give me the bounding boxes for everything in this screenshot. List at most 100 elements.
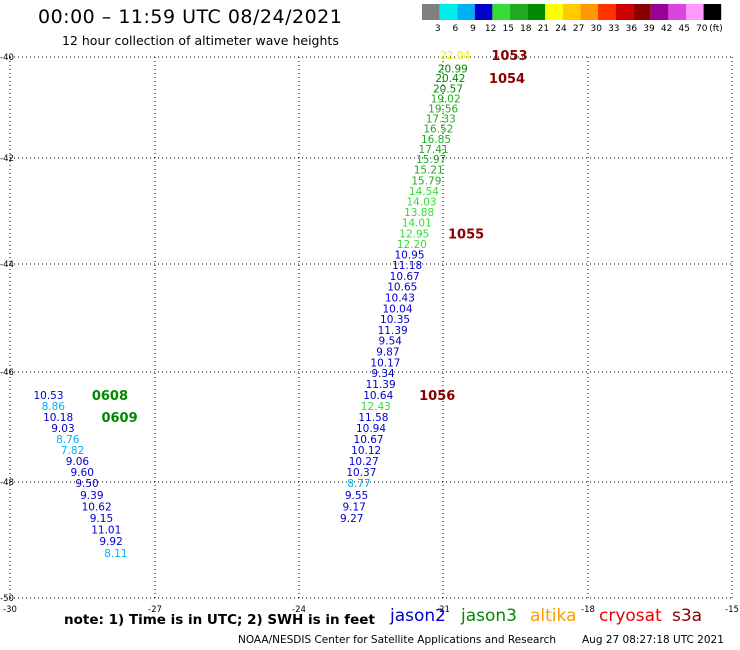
swh-point-label: 8.77 — [347, 478, 370, 490]
units-note: note: 1) Time is in UTC; 2) SWH is in fe… — [64, 612, 375, 628]
color-scale-legend: 3 6 9 12 15 18 21 24 27 30 33 36 39 42 45 70 (ft) — [422, 4, 723, 34]
satellite-label-altika: altika — [530, 606, 577, 626]
swh-point-label: 17.33 — [426, 114, 456, 126]
swh-point-label: 11.39 — [366, 379, 396, 391]
legend-swatch — [492, 4, 510, 20]
swh-point-label: 20.42 — [435, 73, 465, 85]
satellite-label-cryosat: cryosat — [599, 606, 662, 626]
swh-point-label: 10.04 — [382, 303, 412, 315]
time-label: 0608 — [92, 389, 128, 404]
swh-point-label: 9.27 — [340, 513, 363, 525]
x-tick-label: -30 — [3, 605, 17, 615]
swh-point-label: 10.65 — [387, 282, 417, 294]
swh-point-label: 9.55 — [345, 490, 368, 502]
y-tick-label: -48 — [0, 478, 14, 488]
legend-label: 39 — [643, 24, 655, 34]
swh-point-label: 22.04 — [440, 50, 470, 62]
swh-point-label: 11.18 — [392, 260, 422, 272]
y-tick-label: -42 — [0, 154, 14, 164]
legend-swatch — [633, 4, 651, 20]
legend-label: 15 — [502, 24, 513, 34]
legend-label: 3 — [435, 24, 441, 34]
time-label: 0609 — [101, 411, 137, 426]
swh-point-label: 10.27 — [349, 456, 379, 468]
legend-swatch — [457, 4, 475, 20]
legend-label: 45 — [678, 24, 689, 34]
footer-timestamp: Aug 27 08:27:18 UTC 2021 — [582, 634, 724, 646]
swh-point-label: 16.85 — [421, 134, 451, 146]
legend-label: 6 — [453, 24, 459, 34]
legend-label: 33 — [608, 24, 619, 34]
satellite-label-jason2: jason2 — [390, 606, 446, 626]
legend-swatch — [598, 4, 616, 20]
swh-point-label: 10.17 — [370, 357, 400, 369]
time-label: 1055 — [448, 227, 484, 242]
swh-point-label: 9.87 — [376, 346, 399, 358]
swh-point-label: 10.62 — [82, 501, 112, 513]
y-tick-label: -46 — [0, 368, 14, 378]
legend-swatch — [562, 4, 581, 20]
legend-swatch — [545, 4, 563, 20]
time-label: 1056 — [419, 389, 455, 404]
legend-label: 12 — [485, 24, 496, 34]
swh-point-label: 10.12 — [351, 445, 381, 457]
swh-point-label: 8.11 — [104, 548, 127, 560]
swh-point-label: 11.01 — [91, 525, 121, 537]
swh-point-label: 10.64 — [363, 390, 393, 402]
swh-point-label: 20.99 — [438, 64, 468, 76]
swh-point-label: 9.54 — [379, 336, 403, 348]
legend-swatch — [422, 4, 440, 20]
swh-point-label: 13.88 — [404, 207, 434, 219]
legend-swatch — [527, 4, 546, 20]
swh-point-label: 9.50 — [75, 478, 98, 490]
swh-point-label: 19.56 — [428, 104, 458, 116]
swh-point-label: 12.20 — [397, 239, 427, 251]
satellite-label-jason3: jason3 — [461, 606, 517, 626]
legend-swatch — [615, 4, 634, 20]
swh-point-label: 10.53 — [33, 390, 63, 402]
satellite-label-s3a: s3a — [672, 606, 703, 626]
time-label: 1053 — [491, 49, 527, 64]
legend-swatch — [650, 4, 669, 20]
legend-label: 70 — [696, 24, 708, 34]
swh-point-label: 12.95 — [399, 228, 429, 240]
swh-point-label: 15.97 — [416, 154, 446, 166]
swh-point-label: 9.39 — [80, 490, 103, 502]
swh-point-label: 10.37 — [346, 467, 376, 479]
x-tick-label: -15 — [725, 605, 739, 615]
swh-point-label: 7.82 — [61, 445, 84, 457]
x-tick-label: -27 — [148, 605, 162, 615]
swh-point-label: 10.43 — [385, 292, 415, 304]
footer-credit: NOAA/NESDIS Center for Satellite Applica… — [238, 634, 556, 646]
swh-point-label: 16.52 — [423, 124, 453, 136]
legend-label: 36 — [626, 24, 638, 34]
swh-point-label: 8.76 — [56, 434, 80, 446]
legend-swatch — [703, 4, 722, 20]
x-tick-label: -24 — [292, 605, 306, 615]
swh-point-label: 9.03 — [51, 423, 74, 435]
x-tick-label: -18 — [581, 605, 595, 615]
swh-point-label: 19.02 — [431, 93, 461, 105]
y-tick-label: -40 — [0, 53, 14, 63]
legend-label: 42 — [661, 24, 672, 34]
legend-label: 18 — [520, 24, 532, 34]
swh-point-label: 14.54 — [409, 186, 439, 198]
swh-point-label: 14.01 — [402, 218, 432, 230]
time-label: 1054 — [489, 72, 525, 87]
swh-point-label: 9.34 — [371, 368, 395, 380]
legend-swatch — [580, 4, 598, 20]
legend-swatch — [668, 4, 686, 20]
swh-point-label: 11.58 — [358, 412, 388, 424]
swh-point-label: 10.94 — [356, 423, 386, 435]
y-tick-label: -44 — [0, 260, 14, 270]
legend-label: 27 — [573, 24, 584, 34]
swh-point-label: 14.03 — [407, 196, 437, 208]
chart-subtitle: 12 hour collection of altimeter wave hei… — [62, 33, 339, 48]
swh-point-label: 9.15 — [90, 513, 113, 525]
swh-point-label: 9.60 — [71, 467, 94, 479]
swh-point-label: 10.18 — [43, 412, 73, 424]
swh-point-label: 10.95 — [394, 249, 424, 261]
chart-title: 00:00 – 11:59 UTC 08/24/2021 — [38, 6, 343, 28]
